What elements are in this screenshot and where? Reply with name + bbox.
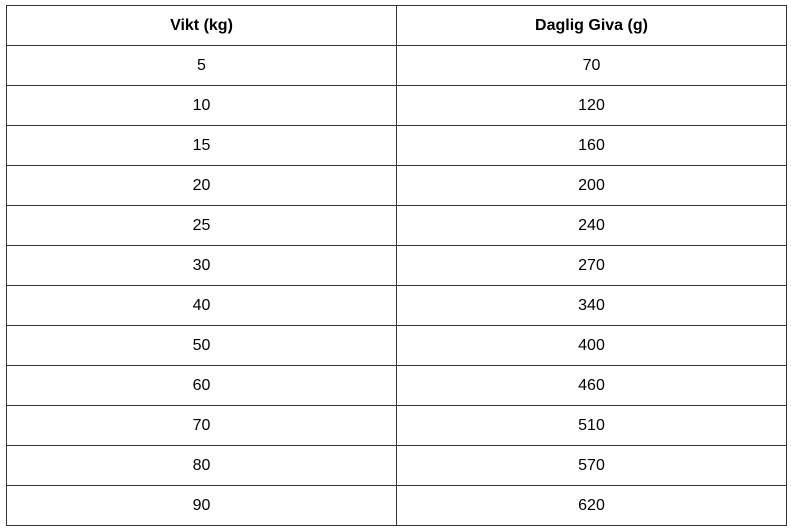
weight-cell: 70 [6, 405, 397, 446]
table-row: 10 120 [6, 85, 787, 126]
header-weight: Vikt (kg) [6, 5, 397, 46]
weight-cell: 20 [6, 165, 397, 206]
feeding-table: Vikt (kg) Daglig Giva (g) 5 70 10 120 15 160 2… [6, 5, 787, 526]
table-row: 70 510 [6, 405, 787, 446]
weight-cell: 10 [6, 85, 397, 126]
daily-amount-cell: 570 [396, 445, 787, 486]
weight-cell: 30 [6, 245, 397, 286]
daily-amount-cell: 70 [396, 45, 787, 86]
daily-amount-cell: 120 [396, 85, 787, 126]
header-daily-amount: Daglig Giva (g) [396, 5, 787, 46]
table-row: 30 270 [6, 245, 787, 286]
weight-cell: 80 [6, 445, 397, 486]
daily-amount-cell: 240 [396, 205, 787, 246]
daily-amount-cell: 340 [396, 285, 787, 326]
daily-amount-cell: 160 [396, 125, 787, 166]
table-row: 25 240 [6, 205, 787, 246]
weight-cell: 60 [6, 365, 397, 406]
weight-cell: 90 [6, 485, 397, 526]
daily-amount-cell: 460 [396, 365, 787, 406]
weight-cell: 40 [6, 285, 397, 326]
weight-cell: 50 [6, 325, 397, 366]
daily-amount-cell: 620 [396, 485, 787, 526]
table-row: 15 160 [6, 125, 787, 166]
daily-amount-cell: 270 [396, 245, 787, 286]
weight-cell: 5 [6, 45, 397, 86]
weight-cell: 15 [6, 125, 397, 166]
table-row: 50 400 [6, 325, 787, 366]
weight-cell: 25 [6, 205, 397, 246]
table-row: 90 620 [6, 485, 787, 526]
table-row: 80 570 [6, 445, 787, 486]
table-row: 40 340 [6, 285, 787, 326]
table-row: 60 460 [6, 365, 787, 406]
daily-amount-cell: 510 [396, 405, 787, 446]
table-row: 20 200 [6, 165, 787, 206]
daily-amount-cell: 400 [396, 325, 787, 366]
header-row: Vikt (kg) Daglig Giva (g) [6, 5, 787, 46]
daily-amount-cell: 200 [396, 165, 787, 206]
table-row: 5 70 [6, 45, 787, 86]
